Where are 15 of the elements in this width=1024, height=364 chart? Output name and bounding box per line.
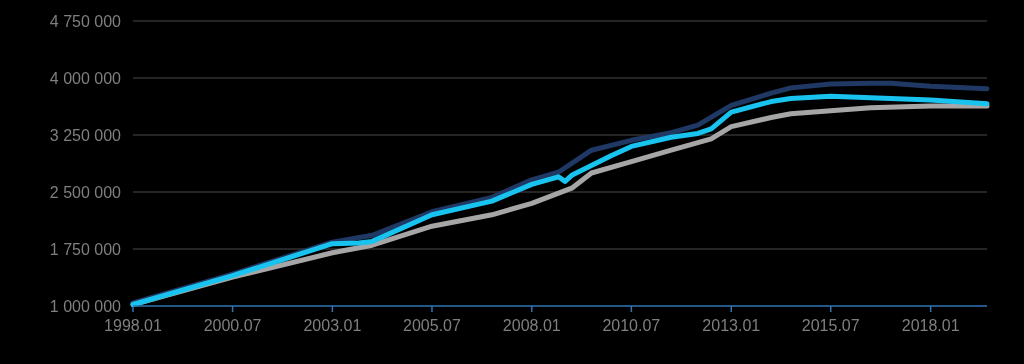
x-tick-label: 2008.01 (502, 317, 561, 334)
y-tick-label: 2 500 000 (49, 183, 122, 201)
y-tick-label: 3 250 000 (49, 126, 122, 144)
x-tick-label: 1998.01 (104, 317, 163, 334)
y-tick-label: 4 750 000 (49, 12, 122, 30)
y-tick-label: 1 000 000 (49, 297, 122, 315)
y-tick-label: 4 000 000 (49, 69, 122, 87)
x-tick-label: 2000.07 (203, 317, 262, 334)
x-tick-label: 2018.01 (901, 317, 960, 334)
x-tick-label: 2003.01 (303, 317, 362, 334)
x-tick-label: 2015.07 (801, 317, 860, 334)
y-tick-label: 1 750 000 (49, 240, 122, 258)
x-tick-label: 2005.07 (403, 317, 461, 334)
x-tick-label: 2013.01 (702, 317, 761, 334)
x-tick-label: 2010.07 (602, 317, 661, 334)
